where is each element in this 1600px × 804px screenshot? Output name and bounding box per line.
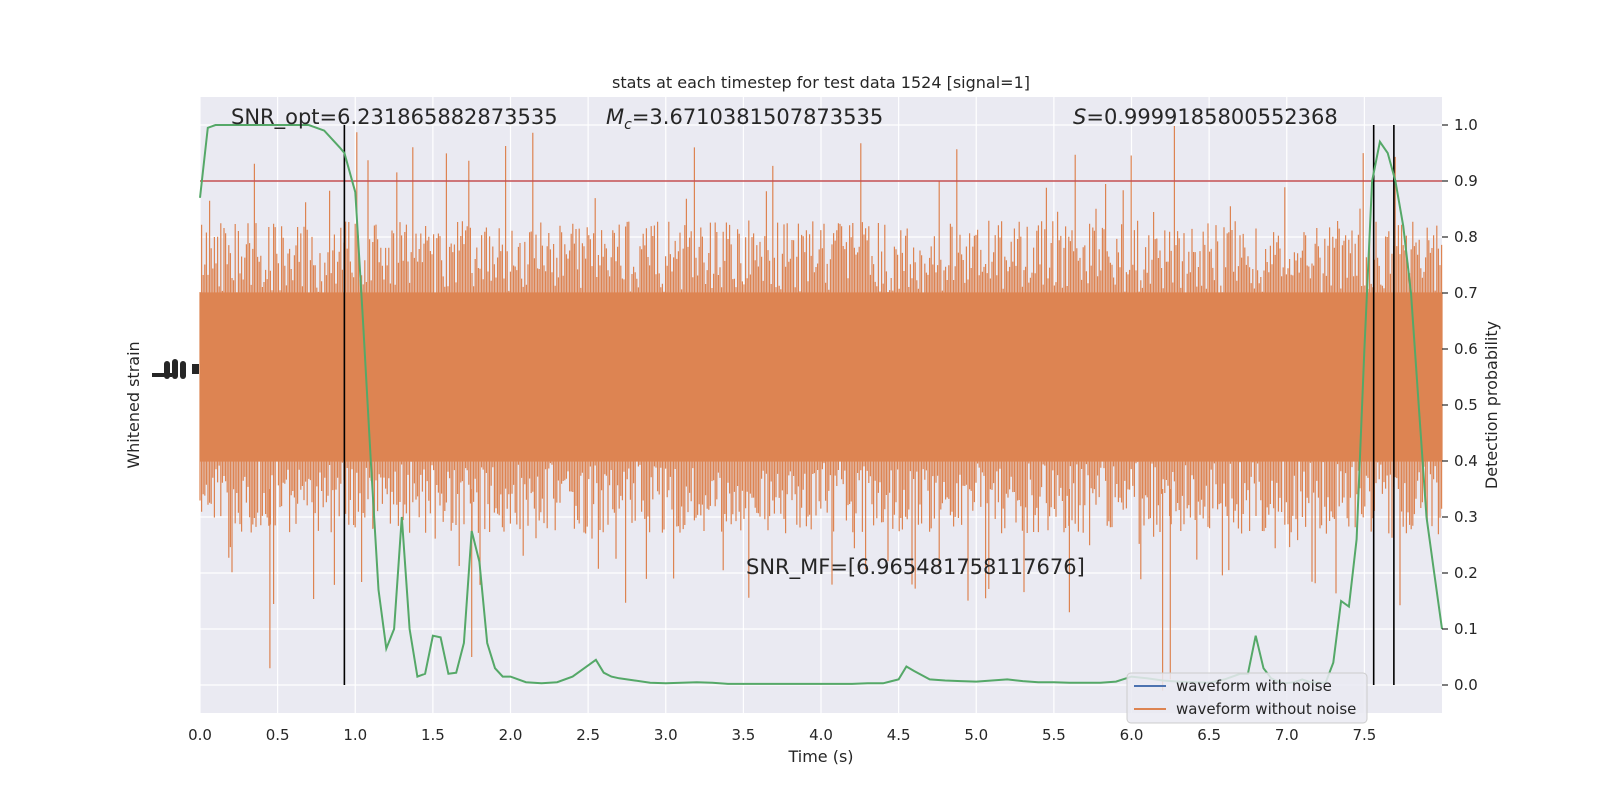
y-tick-label: 0.9 bbox=[1454, 172, 1478, 190]
x-tick-label: 5.0 bbox=[964, 726, 988, 744]
x-axis-label: Time (s) bbox=[787, 747, 853, 766]
x-tick-label: 7.5 bbox=[1352, 726, 1376, 744]
y-axis-label-right: Detection probability bbox=[1482, 321, 1501, 489]
x-tick-label: 0.0 bbox=[188, 726, 212, 744]
y-ticks-right: 0.0 0.1 0.2 0.3 0.4 0.5 0.6 0.7 0.8 0.9 1.0 bbox=[1442, 116, 1478, 694]
x-tick-label: 6.5 bbox=[1197, 726, 1221, 744]
chart-title: stats at each timestep for test data 152… bbox=[612, 73, 1030, 92]
x-tick-label: 2.5 bbox=[576, 726, 600, 744]
y-tick-label: 0.2 bbox=[1454, 564, 1478, 582]
y-tick-label: 0.8 bbox=[1454, 228, 1478, 246]
y-tick-label: 0.7 bbox=[1454, 284, 1478, 302]
snr-opt-annotation: SNR_opt=6.231865882873535 bbox=[231, 105, 558, 130]
snr-mf-annotation: SNR_MF=[6.965481758117676] bbox=[746, 555, 1085, 580]
left-axis-overlapping-ticks bbox=[152, 359, 199, 379]
y-tick-label: 0.6 bbox=[1454, 340, 1478, 358]
legend-label-without-noise: waveform without noise bbox=[1176, 700, 1356, 718]
x-tick-label: 4.5 bbox=[887, 726, 911, 744]
y-tick-label: 0.5 bbox=[1454, 396, 1478, 414]
x-tick-label: 2.0 bbox=[499, 726, 523, 744]
vertical-markers bbox=[343, 125, 1395, 685]
x-tick-label: 5.5 bbox=[1042, 726, 1066, 744]
y-tick-label: 0.1 bbox=[1454, 620, 1478, 638]
x-tick-label: 4.0 bbox=[809, 726, 833, 744]
x-tick-label: 0.5 bbox=[266, 726, 290, 744]
s-annotation: S=0.9999185800552368 bbox=[1073, 105, 1338, 129]
y-tick-label: 0.4 bbox=[1454, 452, 1478, 470]
legend-label-with-noise: waveform with noise bbox=[1176, 677, 1332, 695]
x-tick-label: 6.0 bbox=[1120, 726, 1144, 744]
x-tick-label: 1.5 bbox=[421, 726, 445, 744]
x-tick-label: 1.0 bbox=[343, 726, 367, 744]
x-tick-label: 7.0 bbox=[1275, 726, 1299, 744]
y-axis-label-left: Whitened strain bbox=[124, 341, 143, 468]
y-tick-label: 0.3 bbox=[1454, 508, 1478, 526]
legend-box bbox=[1126, 672, 1368, 724]
y-tick-label: 1.0 bbox=[1454, 116, 1478, 134]
x-tick-label: 3.5 bbox=[731, 726, 755, 744]
x-ticks: 0.0 0.5 1.0 1.5 2.0 2.5 3.0 3.5 4.0 4.5 5.0 5.5 6.0 6… bbox=[188, 726, 1376, 744]
x-tick-label: 3.0 bbox=[654, 726, 678, 744]
legend: waveform with noise waveform without noi… bbox=[1126, 672, 1368, 724]
y-tick-label: 0.0 bbox=[1454, 676, 1478, 694]
chirp-mass-annotation: Mc=3.6710381507873535 bbox=[606, 105, 883, 133]
